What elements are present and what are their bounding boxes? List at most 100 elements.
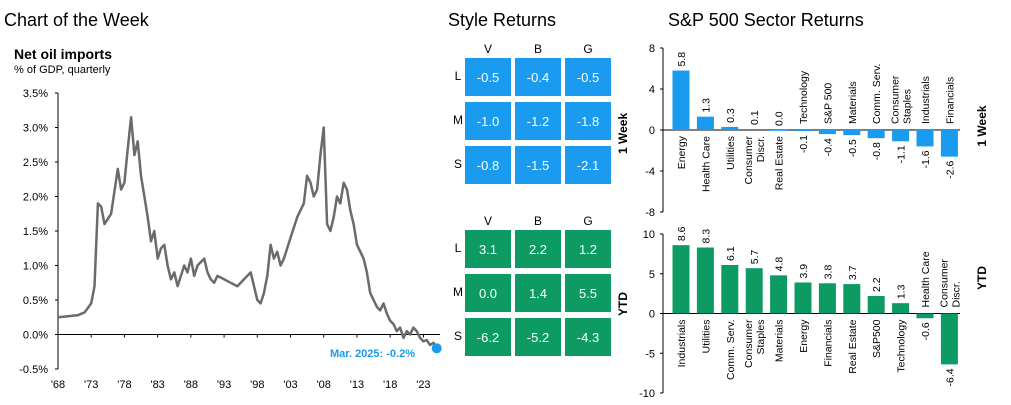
sector-bar [843,284,861,314]
bar-value-label: -2.6 [944,160,956,178]
x-tick-label: '18 [383,379,397,391]
sector-bar [818,283,836,314]
style-row-label: L [454,241,462,255]
x-tick-label: '73 [84,379,98,391]
style-row-label: S [453,329,462,343]
x-tick-label: '88 [184,379,198,391]
bar-category-label: Health Care [700,136,712,192]
style-cell: -6.2 [465,318,511,356]
sector-bar [794,130,812,132]
bar-category-label: Utilities [700,320,712,354]
style-cell: -1.2 [515,102,561,140]
bar-value-label: 0.3 [725,108,737,123]
sector-bar [672,245,690,314]
bar-value-label: 5.7 [749,249,761,264]
x-tick-label: '78 [117,379,131,391]
bar-value-label: -0.6 [920,322,932,340]
style-cell: -0.5 [465,58,511,96]
sector-bar [916,130,934,147]
line-chart-title: Net oil imports [14,46,113,62]
sector-bar [818,130,836,135]
bar-category-label: Energy [676,135,688,169]
y-tick-label: 0.0% [23,330,48,342]
y-tick-label: 2.5% [23,157,48,169]
bar-category-label: S&P 500 [822,83,834,124]
bar-category-label: Health Care [920,251,932,307]
sector-bar [940,130,958,157]
bar-value-label: 8.3 [700,229,712,244]
style-row-label: M [453,285,463,299]
bar-category-label: Discr. [755,136,767,162]
x-tick-label: '68 [51,379,65,391]
y-tick-label: 1.5% [23,226,48,238]
y-tick-label: 2.0% [23,192,48,204]
sector-returns-title: S&P 500 Sector Returns [668,10,864,30]
style-cell: -4.3 [565,318,611,356]
style-column-header: V [483,42,492,56]
style-column-header: V [483,214,492,228]
bar-value-label: 0.0 [774,111,786,126]
bar-value-label: 3.9 [798,264,810,279]
style-column-header: B [533,42,542,56]
bar-y-tick-label: 10 [643,229,655,241]
style-column-header: G [583,42,593,56]
sector-bar [867,130,885,139]
bar-value-label: -0.5 [847,139,859,157]
bar-value-label: 4.8 [774,257,786,272]
x-tick-label: '93 [217,379,231,391]
bar-value-label: 8.6 [676,226,688,241]
sector-bar [745,268,763,314]
style-column-header: B [533,214,542,228]
style-cell: -5.2 [515,318,561,356]
bar-category-label: Technology [896,319,908,373]
sector-bar [843,130,861,136]
bar-y-tick-label: 0 [649,309,655,321]
bar-value-label: 6.1 [725,246,737,261]
bar-category-label: Staples [902,89,914,124]
x-tick-label: '98 [250,379,264,391]
sector-bar [892,130,910,142]
bar-category-label: Comm. Serv. [871,64,883,124]
style-cell: 3.1 [465,230,511,268]
series-line [57,115,438,349]
bar-category-label: Financials [822,320,834,367]
style-cell: 2.2 [515,230,561,268]
style-cell: -0.5 [565,58,611,96]
y-tick-label: 3.5% [23,88,48,100]
bar-category-label: Consumer [743,319,755,368]
sector-bar [721,265,739,314]
y-tick-label: 0.5% [23,295,48,307]
sector-bar [867,296,885,314]
sector-bar [672,70,690,130]
style-row-label: M [453,113,463,127]
x-tick-label: '03 [283,379,297,391]
bar-panel-label: YTD [975,266,989,290]
bar-value-label: 1.3 [896,284,908,299]
bar-value-label: -0.4 [822,138,834,156]
bar-y-tick-label: 0 [649,125,655,137]
x-tick-label: '13 [350,379,364,391]
style-cell: -1.5 [515,146,561,184]
y-tick-label: 3.0% [23,123,48,135]
sector-bar [696,116,714,130]
sector-bar [696,247,714,314]
line-annotation: Mar. 2025: -0.2% [330,348,415,360]
bar-y-tick-label: 4 [649,84,655,96]
style-cell: 0.0 [465,274,511,312]
y-tick-label: 1.0% [23,261,48,273]
style-row-label: L [454,69,462,83]
sector-bar [770,275,788,314]
style-cell: -0.8 [465,146,511,184]
y-tick-label: -0.5% [19,364,48,376]
bar-value-label: -0.1 [798,135,810,153]
bar-category-label: S&P500 [871,319,883,358]
bar-value-label: 5.8 [676,52,688,67]
style-cell: 5.5 [565,274,611,312]
x-tick-label: '83 [150,379,164,391]
sector-bar [770,130,788,131]
bar-category-label: Discr. [950,281,962,307]
bar-category-label: Industrials [920,76,932,124]
sector-bar [794,282,812,314]
bar-category-label: Energy [798,319,810,353]
